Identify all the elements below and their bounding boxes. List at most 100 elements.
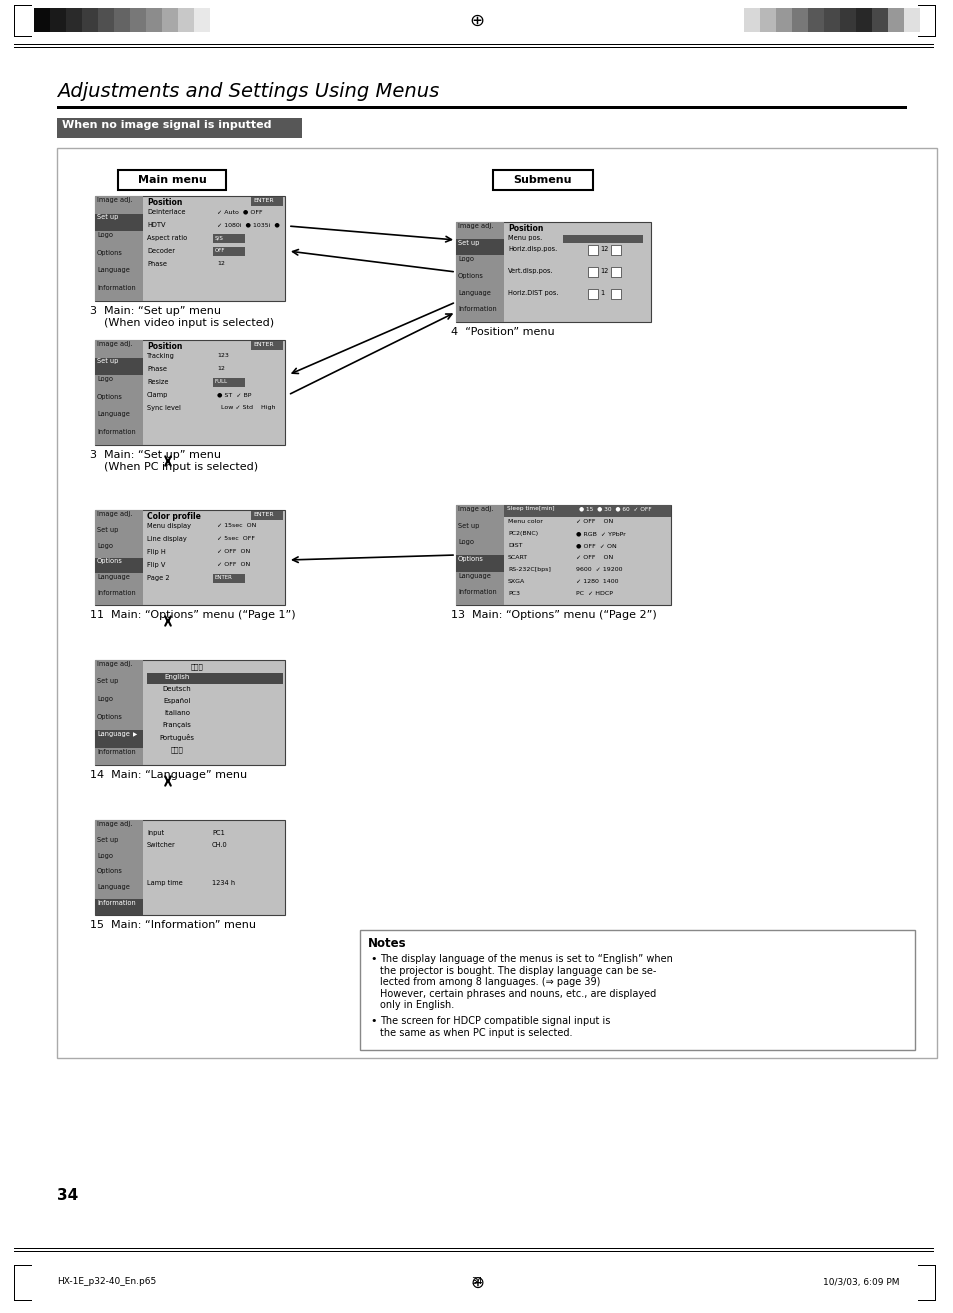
Bar [95,730,143,747]
Text: Set up: Set up [457,523,478,529]
Text: CH.0: CH.0 [212,842,228,848]
Text: 9600  ✓ 19200: 9600 ✓ 19200 [576,567,622,572]
Text: Deutsch: Deutsch [162,685,192,692]
Bar [57,118,302,138]
Text: Español: Español [163,699,191,704]
Text: ▶: ▶ [132,733,137,737]
Text: Set up: Set up [457,240,478,246]
Text: 3  Main: “Set up” menu: 3 Main: “Set up” menu [90,450,221,460]
Bar [146,8,162,32]
Text: Tracking: Tracking [147,353,174,358]
Text: ● ST  ✓ BP: ● ST ✓ BP [216,393,251,397]
Text: 1: 1 [599,290,603,295]
Bar [95,660,285,765]
Text: Português: Português [159,734,194,741]
Text: Italiano: Italiano [164,710,190,716]
Text: (When PC input is selected): (When PC input is selected) [90,462,258,471]
Text: ✓ Auto  ● OFF: ✓ Auto ● OFF [216,209,262,214]
Text: Logo: Logo [97,696,112,702]
Bar [456,239,503,255]
Text: HDTV: HDTV [147,222,165,228]
Text: Language: Language [97,885,130,890]
Text: HX-1E_p32-40_En.p65: HX-1E_p32-40_En.p65 [57,1278,156,1287]
Bar [57,106,906,109]
Text: Language: Language [97,731,130,737]
Text: Image adj.: Image adj. [97,821,132,827]
Text: Position: Position [147,198,182,207]
Text: Page 2: Page 2 [147,575,170,580]
Text: Main menu: Main menu [137,175,206,185]
Bar [95,509,285,605]
Text: Image adj.: Image adj. [97,660,132,667]
Text: Options: Options [457,555,483,562]
Text: •: • [370,1016,376,1025]
Text: ✓ OFF  ON: ✓ OFF ON [216,549,250,554]
Bar [113,8,130,32]
Text: 123: 123 [216,353,229,358]
Text: Image adj.: Image adj. [457,223,493,228]
Text: Set up: Set up [97,836,118,843]
Bar [14,1264,15,1301]
Bar [743,8,760,32]
Bar [587,267,598,277]
Bar [823,8,840,32]
Text: Image adj.: Image adj. [97,197,132,204]
Text: When no image signal is inputted: When no image signal is inputted [62,119,272,130]
Text: 12: 12 [216,366,225,372]
Text: ● RGB  ✓ YPbPr: ● RGB ✓ YPbPr [576,530,625,536]
Text: Français: Français [162,722,192,727]
Text: Sync level: Sync level [147,404,181,411]
Text: Sleep time[min]: Sleep time[min] [506,506,554,511]
Text: FULL: FULL [214,379,228,383]
Bar [95,558,143,574]
Text: Information: Information [97,901,135,906]
Bar [503,506,670,517]
Text: Options: Options [457,273,483,278]
Text: ✓ 1280  1400: ✓ 1280 1400 [576,579,618,584]
Bar [587,289,598,299]
Text: 34: 34 [471,1278,482,1287]
Text: (When video input is selected): (When video input is selected) [90,318,274,328]
Text: Options: Options [97,558,123,565]
Bar [147,674,283,684]
Text: Language: Language [97,574,130,580]
Bar [95,899,143,915]
Text: 12: 12 [216,261,225,267]
Bar [95,357,143,376]
Bar [934,5,935,37]
Text: 13  Main: “Options” menu (“Page 2”): 13 Main: “Options” menu (“Page 2”) [451,611,656,620]
Bar [213,574,245,583]
Bar [855,8,871,32]
Bar [95,821,143,915]
Text: ● OFF  ✓ ON: ● OFF ✓ ON [576,544,616,548]
Text: 4  “Position” menu: 4 “Position” menu [451,327,554,337]
Text: 10/3/03, 6:09 PM: 10/3/03, 6:09 PM [822,1278,899,1287]
Bar [610,267,620,277]
Bar [456,222,503,322]
Bar [95,660,143,765]
Text: Logo: Logo [457,540,474,545]
Bar [193,8,210,32]
Text: OFF: OFF [214,248,225,253]
Bar [871,8,887,32]
Text: 한국어: 한국어 [171,746,183,752]
Text: Input: Input [147,830,164,836]
Bar [50,8,66,32]
Text: 11  Main: “Options” menu (“Page 1”): 11 Main: “Options” menu (“Page 1”) [90,611,295,620]
Text: The display language of the menus is set to “English” when
the projector is boug: The display language of the menus is set… [379,955,672,1011]
Text: Logo: Logo [97,376,112,382]
Text: 3  Main: “Set up” menu: 3 Main: “Set up” menu [90,306,221,316]
Text: Color profile: Color profile [147,512,201,521]
Text: RS-232C[bps]: RS-232C[bps] [507,567,550,572]
Bar [610,289,620,299]
Text: ⊕: ⊕ [469,12,484,30]
Text: 34: 34 [57,1188,78,1203]
Text: Flip V: Flip V [147,562,165,569]
Text: Aspect ratio: Aspect ratio [147,235,187,242]
Text: Deinterlace: Deinterlace [147,209,185,215]
Bar [178,8,193,32]
Text: Menu color: Menu color [507,519,542,524]
Bar [807,8,823,32]
Text: Language: Language [457,572,491,579]
Bar [456,506,670,605]
